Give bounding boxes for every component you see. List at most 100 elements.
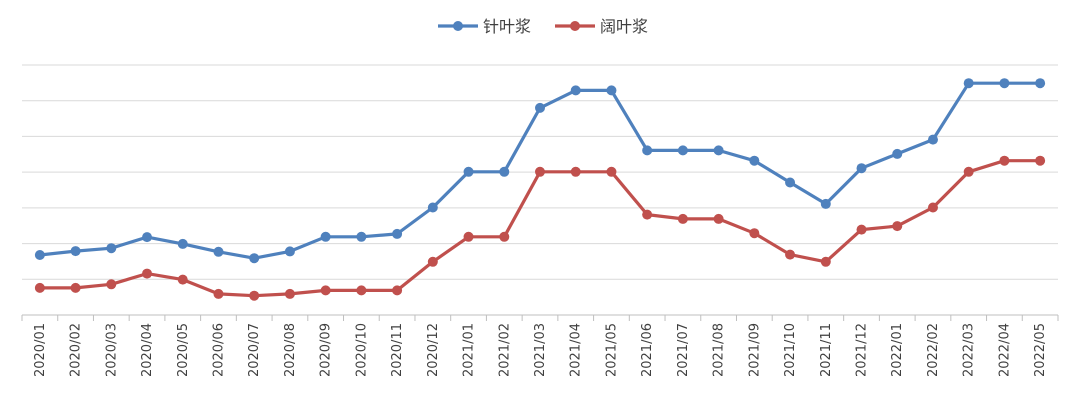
data-point xyxy=(677,145,688,156)
series-layer xyxy=(34,78,1046,301)
data-point xyxy=(785,249,796,260)
data-point xyxy=(713,145,724,156)
series-line xyxy=(38,159,1042,298)
x-tick-label: 2022/01 xyxy=(890,323,905,377)
data-point xyxy=(642,209,653,220)
data-point xyxy=(249,290,260,301)
x-tick-label: 2020/12 xyxy=(426,323,441,377)
data-point xyxy=(999,155,1010,166)
data-point xyxy=(606,85,617,96)
data-point xyxy=(535,102,545,113)
x-tick-label: 2022/02 xyxy=(926,323,941,377)
data-point xyxy=(106,243,117,254)
data-point xyxy=(463,166,474,177)
x-tick-label: 2022/05 xyxy=(1033,323,1048,377)
x-tick-label: 2021/04 xyxy=(569,323,584,377)
x-tick-label: 2021/07 xyxy=(676,323,691,377)
data-point xyxy=(427,256,438,267)
legend-item-2: 阔叶浆 xyxy=(555,17,648,36)
data-point xyxy=(356,231,367,242)
data-point xyxy=(356,285,367,296)
data-point xyxy=(177,274,188,285)
data-point xyxy=(856,224,867,235)
legend: 针叶浆 阔叶浆 xyxy=(438,17,648,36)
data-point xyxy=(392,285,403,296)
x-tick-label: 2022/04 xyxy=(997,323,1012,377)
x-tick-label: 2020/01 xyxy=(33,323,48,377)
data-point xyxy=(249,253,260,264)
x-tick-label: 2021/12 xyxy=(855,323,870,377)
x-tick-label: 2021/05 xyxy=(604,323,619,377)
legend-label: 针叶浆 xyxy=(483,17,531,36)
data-point xyxy=(535,166,545,177)
x-tick-label: 2021/01 xyxy=(462,323,477,377)
data-point xyxy=(70,246,81,257)
data-point xyxy=(213,246,224,257)
data-point xyxy=(427,202,438,213)
data-point xyxy=(570,166,581,177)
data-point xyxy=(927,202,938,213)
series-2 xyxy=(34,155,1046,301)
data-point xyxy=(284,246,295,257)
data-point xyxy=(606,166,617,177)
data-point xyxy=(927,134,938,145)
x-tick-label: 2021/02 xyxy=(497,323,512,377)
data-point xyxy=(142,268,153,279)
data-point xyxy=(392,228,403,239)
x-tick-label: 2020/10 xyxy=(354,323,369,377)
data-point xyxy=(820,198,831,209)
x-tick-label: 2020/02 xyxy=(69,323,84,377)
data-point xyxy=(892,221,903,232)
x-tick-label: 2021/09 xyxy=(747,323,762,377)
legend-marker xyxy=(570,21,580,31)
data-point xyxy=(70,282,81,293)
data-point xyxy=(463,231,474,242)
data-point xyxy=(1035,78,1046,89)
data-point xyxy=(320,285,331,296)
x-tick-label: 2021/08 xyxy=(712,323,727,377)
data-point xyxy=(677,213,688,224)
data-point xyxy=(142,232,153,243)
x-tick-label: 2020/06 xyxy=(211,323,226,377)
data-point xyxy=(642,145,653,156)
data-point xyxy=(999,78,1010,89)
x-tick-label: 2020/05 xyxy=(176,323,191,377)
legend-label: 阔叶浆 xyxy=(600,17,648,36)
legend-item-1: 针叶浆 xyxy=(438,17,531,36)
data-point xyxy=(34,250,45,260)
data-point xyxy=(284,288,295,299)
x-tick-label: 2021/10 xyxy=(783,323,798,377)
data-point xyxy=(856,163,867,174)
data-point xyxy=(963,78,974,89)
data-point xyxy=(570,85,581,96)
data-point xyxy=(320,231,331,242)
series-1 xyxy=(34,78,1046,264)
data-point xyxy=(713,213,724,224)
data-point xyxy=(177,238,188,249)
x-tick-label: 2020/09 xyxy=(319,323,334,377)
data-point xyxy=(499,231,510,242)
x-tick-label: 2021/06 xyxy=(640,323,655,377)
x-tick-label: 2020/11 xyxy=(390,323,405,377)
data-point xyxy=(499,166,510,177)
data-point xyxy=(1035,155,1046,166)
data-point xyxy=(34,282,45,293)
legend-marker xyxy=(453,21,463,31)
x-tick-label: 2020/04 xyxy=(140,323,155,377)
data-point xyxy=(749,155,760,166)
data-point xyxy=(963,166,974,177)
data-point xyxy=(106,279,117,290)
x-tick-label: 2020/03 xyxy=(104,323,119,377)
x-tick-label: 2021/11 xyxy=(819,323,834,377)
x-axis: 2020/01 2020/02 2020/03 2020/04 2020/05 2020/… xyxy=(21,314,1059,377)
data-point xyxy=(892,148,903,159)
x-tick-label: 2020/08 xyxy=(283,323,298,377)
data-point xyxy=(820,256,831,267)
data-point xyxy=(785,177,796,188)
x-tick-label: 2022/03 xyxy=(962,323,977,377)
x-tick-label: 2020/07 xyxy=(247,323,262,377)
data-point xyxy=(749,228,760,239)
data-point xyxy=(213,288,224,299)
